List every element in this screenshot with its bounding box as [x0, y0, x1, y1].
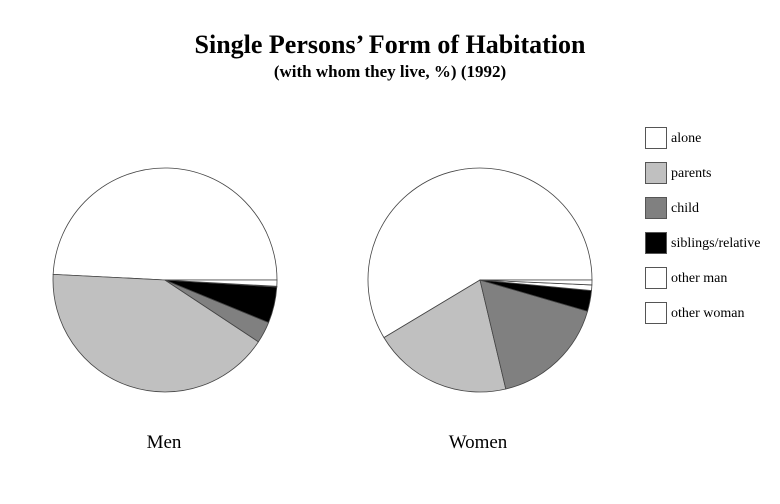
legend-swatch-child: [645, 197, 667, 219]
slice-women-child: [479, 279, 589, 390]
chart-subtitle: (with whom they live, %) (1992): [273, 62, 507, 81]
slice-women-alone: [367, 167, 593, 339]
slice-men-other-woman: [164, 279, 278, 287]
pie-women: [367, 167, 593, 393]
legend-item-siblings-relative: siblings/relative: [645, 232, 780, 256]
slice-women-parents: [383, 279, 507, 393]
slice-men-alone: [52, 167, 278, 281]
legend-label-parents: parents: [671, 166, 712, 181]
chart-title: Single Persons’ Form of Habitation: [194, 30, 586, 59]
legend-item-alone: alone: [645, 127, 780, 151]
slice-men-parents: [52, 273, 259, 393]
legend-swatch-alone: [645, 127, 667, 149]
legend-item-child: child: [645, 197, 780, 221]
legend-label-alone: alone: [671, 131, 702, 146]
legend-swatch-siblings-relative: [645, 232, 667, 254]
legend-swatch-parents: [645, 162, 667, 184]
legend-item-other-woman: other woman: [645, 302, 780, 326]
pie-label-men: Men: [146, 432, 182, 453]
legend-swatch-other-woman: [645, 302, 667, 324]
legend-label-other-man: other man: [671, 271, 728, 286]
pie-label-women: Women: [448, 432, 508, 453]
legend-label-siblings-relative: siblings/relative: [671, 236, 761, 251]
legend-swatch-other-man: [645, 267, 667, 289]
legend-item-other-man: other man: [645, 267, 780, 291]
pie-men: [52, 167, 278, 393]
legend-label-child: child: [671, 201, 699, 216]
slice-women-other-woman: [479, 279, 593, 286]
legend-label-other-woman: other woman: [671, 306, 745, 321]
legend-item-parents: parents: [645, 162, 780, 186]
